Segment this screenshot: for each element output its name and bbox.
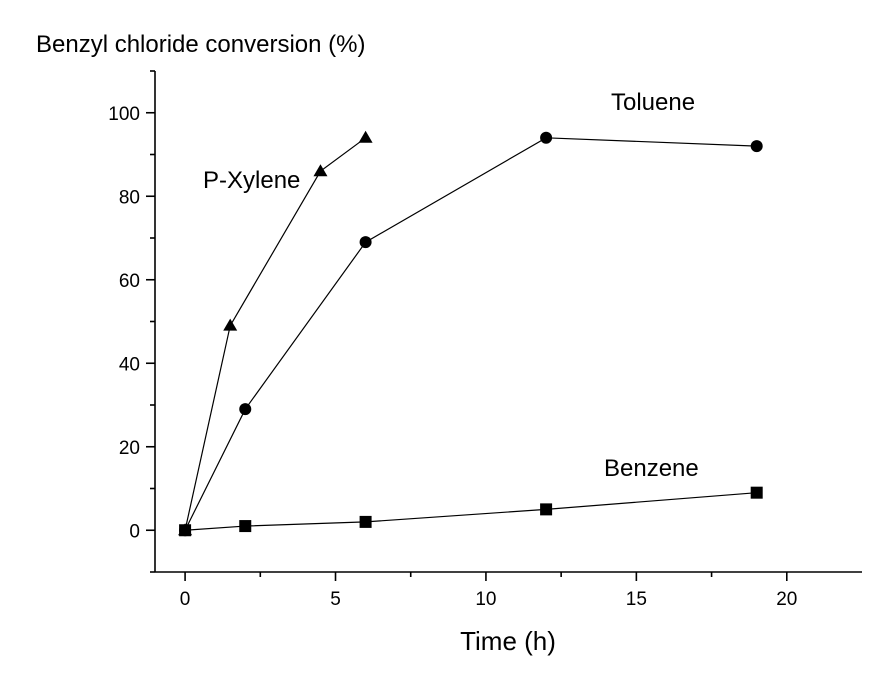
x-tick-label: 15 xyxy=(626,589,647,610)
data-point-p-xylene xyxy=(358,130,373,143)
data-point-toluene xyxy=(750,140,763,153)
y-tick-label: 100 xyxy=(108,104,140,125)
x-tick-label: 10 xyxy=(475,589,496,610)
y-tick-label: 80 xyxy=(119,187,140,208)
series-label-toluene: Toluene xyxy=(611,89,695,116)
series-line-benzene xyxy=(185,492,757,531)
series-label-benzene: Benzene xyxy=(604,455,699,482)
y-tick-label: 40 xyxy=(119,354,140,375)
series-p-xylene xyxy=(178,130,373,536)
x-axis-title: Time (h) xyxy=(460,626,556,656)
x-tick-label: 20 xyxy=(776,589,797,610)
series-benzene xyxy=(179,486,763,537)
y-axis-title: Benzyl chloride conversion (%) xyxy=(36,31,365,58)
data-point-toluene xyxy=(359,236,372,249)
x-tick-label: 0 xyxy=(180,589,191,610)
y-tick-label: 60 xyxy=(119,271,140,292)
data-point-benzene xyxy=(540,503,553,516)
data-point-toluene xyxy=(540,131,553,144)
data-point-benzene xyxy=(359,515,372,528)
series-label-p-xylene: P-Xylene xyxy=(203,167,300,194)
series-line-p-xylene xyxy=(184,137,366,531)
data-point-toluene xyxy=(239,403,252,416)
y-tick-label: 20 xyxy=(119,438,140,459)
data-point-benzene xyxy=(179,524,192,537)
y-tick-label: 0 xyxy=(129,521,140,542)
data-point-benzene xyxy=(239,520,252,533)
x-ticks: 0 5 10 15 20 xyxy=(180,572,797,610)
series-group xyxy=(178,130,763,537)
y-ticks: 0 20 40 60 80 100 xyxy=(108,70,155,573)
x-tick-label: 5 xyxy=(330,589,341,610)
data-point-p-xylene xyxy=(223,318,238,331)
data-point-p-xylene xyxy=(313,164,328,177)
data-point-benzene xyxy=(750,486,763,499)
